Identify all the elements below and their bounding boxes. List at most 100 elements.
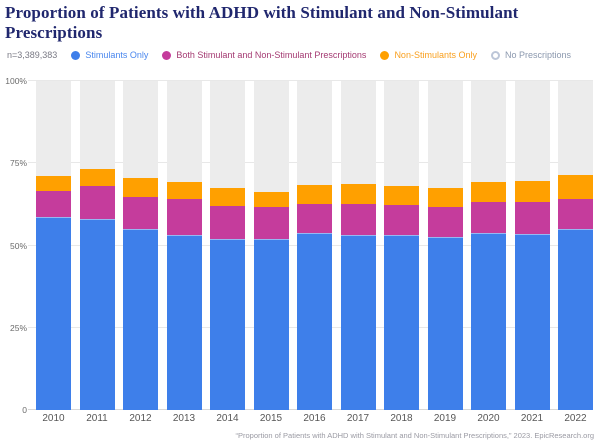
gridline	[28, 80, 593, 82]
segment-stimulants-only-2016[interactable]	[297, 232, 332, 411]
segment-non-stimulants-only-2021[interactable]	[514, 181, 550, 203]
legend-swatch-icon	[490, 50, 500, 60]
segment-stimulants-only-2012[interactable]	[123, 229, 158, 411]
segment-non-stimulants-only-2012[interactable]	[123, 178, 158, 197]
x-axis-label-2012: 2012	[129, 413, 152, 425]
legend-item-label: Non-Stimulants Only	[394, 50, 477, 61]
x-axis-label-2019: 2019	[433, 413, 457, 425]
segment-stimulants-only-2020[interactable]	[471, 233, 506, 411]
segment-no-prescriptions-2019[interactable]	[427, 81, 463, 188]
segment-non-stimulants-only-2020[interactable]	[471, 182, 506, 203]
x-axis-label-2021: 2021	[520, 413, 544, 425]
segment-both-stimulant-and-non-stimulant-prescriptions-2020[interactable]	[471, 202, 506, 234]
x-axis-label-2011: 2011	[86, 413, 108, 425]
segment-no-prescriptions-2021[interactable]	[514, 81, 550, 182]
segment-both-stimulant-and-non-stimulant-prescriptions-2018[interactable]	[384, 204, 419, 236]
bar-2014[interactable]	[210, 81, 245, 411]
segment-both-stimulant-and-non-stimulant-prescriptions-2011[interactable]	[79, 186, 115, 219]
segment-non-stimulants-only-2013[interactable]	[166, 182, 202, 199]
x-axis-label-2017: 2017	[346, 413, 370, 425]
bar-2013[interactable]	[166, 81, 202, 411]
segment-stimulants-only-2013[interactable]	[166, 235, 202, 411]
legend-item-label: No Prescriptions	[504, 50, 571, 61]
bar-2015[interactable]	[253, 81, 289, 411]
legend-swatch-icon	[162, 50, 172, 60]
x-axis-label-2010: 2010	[42, 413, 65, 425]
segment-non-stimulants-only-2011[interactable]	[79, 168, 115, 187]
segment-no-prescriptions-2022[interactable]	[558, 81, 593, 175]
segment-non-stimulants-only-2022[interactable]	[558, 174, 593, 199]
segment-both-stimulant-and-non-stimulant-prescriptions-2014[interactable]	[210, 206, 245, 240]
legend-item-label: Stimulants Only	[85, 50, 149, 61]
segment-stimulants-only-2010[interactable]	[36, 216, 71, 411]
x-axis-label-2020: 2020	[477, 413, 500, 425]
segment-stimulants-only-2021[interactable]	[514, 234, 550, 411]
y-axis-tick: 100%	[5, 76, 27, 87]
segment-no-prescriptions-2017[interactable]	[340, 81, 376, 184]
y-axis-tick: 0	[22, 405, 27, 416]
x-axis-label-2022: 2022	[564, 413, 587, 425]
page-title: Proportion of Patients with ADHD with St…	[5, 3, 519, 43]
bar-group	[33, 81, 593, 411]
x-axis-label-2015: 2015	[259, 413, 283, 425]
segment-no-prescriptions-2011[interactable]	[79, 81, 115, 169]
x-axis-label-2014: 2014	[216, 413, 239, 425]
chart: 100% 75% 50% 25% 0 2010 2011 2012 2013 2014 2015 2…	[5, 76, 593, 425]
legend-item-no-prescriptions[interactable]: No Prescriptions	[490, 50, 571, 61]
segment-no-prescriptions-2015[interactable]	[253, 81, 289, 192]
segment-non-stimulants-only-2014[interactable]	[210, 188, 245, 207]
segment-no-prescriptions-2020[interactable]	[471, 81, 506, 183]
segment-stimulants-only-2019[interactable]	[427, 236, 463, 411]
segment-both-stimulant-and-non-stimulant-prescriptions-2010[interactable]	[36, 191, 71, 217]
segment-no-prescriptions-2014[interactable]	[210, 81, 245, 189]
legend-item-non-stimulants-only[interactable]: Non-Stimulants Only	[380, 50, 477, 60]
segment-non-stimulants-only-2019[interactable]	[427, 187, 463, 208]
segment-stimulants-only-2022[interactable]	[558, 229, 593, 411]
y-axis-tick: 25%	[9, 322, 27, 333]
source-citation: “Proportion of Patients with ADHD with S…	[235, 431, 595, 441]
segment-both-stimulant-and-non-stimulant-prescriptions-2013[interactable]	[166, 198, 202, 236]
segment-non-stimulants-only-2018[interactable]	[384, 186, 419, 205]
bar-2012[interactable]	[123, 81, 158, 411]
segment-non-stimulants-only-2015[interactable]	[253, 191, 289, 208]
bar-2019[interactable]	[427, 81, 463, 411]
segment-no-prescriptions-2018[interactable]	[384, 81, 419, 187]
bar-2011[interactable]	[79, 81, 115, 411]
bar-2022[interactable]	[558, 81, 593, 411]
bar-2021[interactable]	[514, 81, 550, 411]
segment-both-stimulant-and-non-stimulant-prescriptions-2022[interactable]	[558, 198, 593, 230]
segment-no-prescriptions-2012[interactable]	[123, 81, 158, 179]
segment-stimulants-only-2014[interactable]	[210, 239, 245, 411]
segment-no-prescriptions-2013[interactable]	[166, 81, 202, 183]
bar-2010[interactable]	[36, 81, 71, 411]
segment-both-stimulant-and-non-stimulant-prescriptions-2012[interactable]	[123, 196, 158, 230]
sample-size-label: n=3,389,383	[7, 50, 58, 61]
segment-both-stimulant-and-non-stimulant-prescriptions-2016[interactable]	[297, 203, 332, 233]
segment-both-stimulant-and-non-stimulant-prescriptions-2015[interactable]	[253, 207, 289, 239]
legend-item-both-stimulant-and-non-stimulant-prescriptions[interactable]: Both Stimulant and Non-Stimulant Prescri…	[162, 50, 366, 60]
segment-stimulants-only-2011[interactable]	[79, 218, 115, 411]
segment-stimulants-only-2018[interactable]	[384, 235, 419, 411]
legend-swatch-icon	[71, 50, 81, 60]
segment-both-stimulant-and-non-stimulant-prescriptions-2017[interactable]	[340, 203, 376, 236]
bar-2017[interactable]	[340, 81, 376, 411]
segment-both-stimulant-and-non-stimulant-prescriptions-2019[interactable]	[427, 207, 463, 237]
x-axis-label-2018: 2018	[390, 413, 413, 425]
segment-non-stimulants-only-2010[interactable]	[36, 176, 71, 192]
bar-2018[interactable]	[384, 81, 419, 411]
bar-2016[interactable]	[297, 81, 332, 411]
segment-stimulants-only-2017[interactable]	[340, 235, 376, 411]
legend-item-stimulants-only[interactable]: Stimulants Only	[71, 50, 148, 60]
legend-item-label: Both Stimulant and Non-Stimulant Prescri…	[176, 50, 367, 61]
segment-non-stimulants-only-2017[interactable]	[340, 183, 376, 204]
segment-stimulants-only-2015[interactable]	[253, 238, 289, 411]
segment-non-stimulants-only-2016[interactable]	[297, 185, 332, 204]
segment-both-stimulant-and-non-stimulant-prescriptions-2021[interactable]	[514, 202, 550, 235]
x-axis-label-2013: 2013	[172, 413, 196, 425]
segment-no-prescriptions-2016[interactable]	[297, 81, 332, 186]
bar-2020[interactable]	[471, 81, 506, 411]
legend: n=3,389,383 Stimulants Only Both Stimulan…	[0, 50, 600, 60]
legend-swatch-icon	[380, 50, 390, 60]
segment-no-prescriptions-2010[interactable]	[36, 81, 71, 177]
